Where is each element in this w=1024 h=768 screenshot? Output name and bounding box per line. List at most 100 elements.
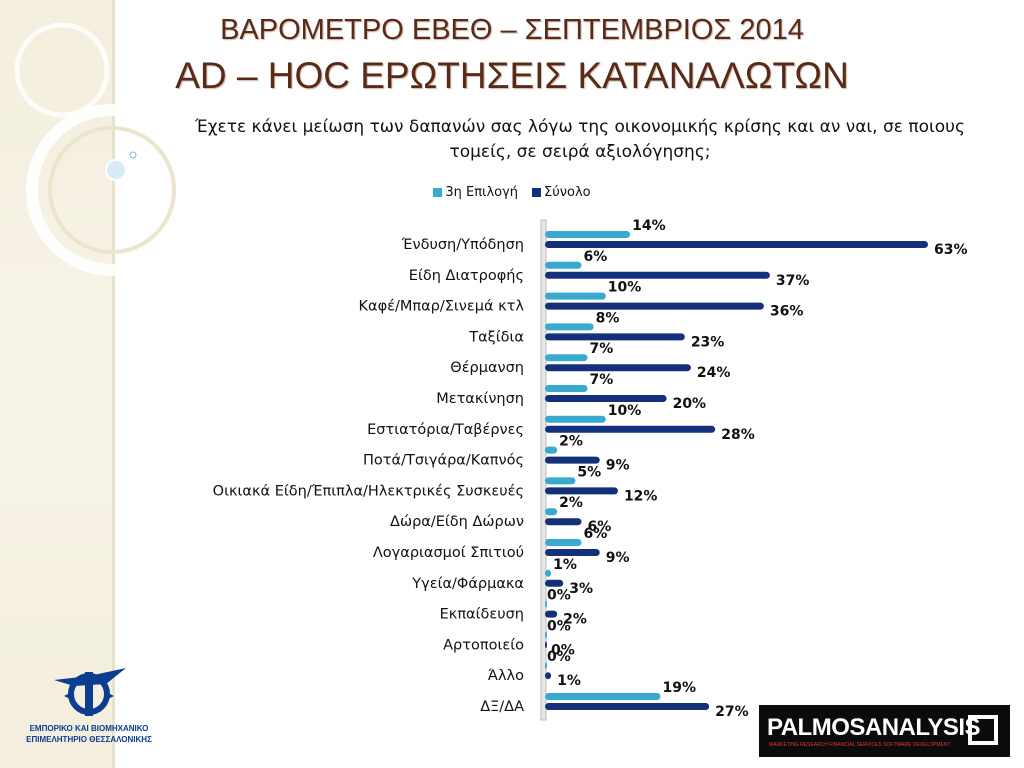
data-label-3rd-choice: 14% [632, 218, 666, 234]
category-label: Εστιατόρια/Ταβέρνες [367, 422, 524, 438]
data-label-total: 20% [673, 396, 707, 412]
category-label: Υγεία/Φάρμακα [411, 576, 524, 592]
chamber-name-line-1: ΕΜΠΟΡΙΚΟ ΚΑΙ ΒΙΟΜΗΧΑΝΙΚΟ [29, 724, 149, 733]
bar-total [545, 518, 582, 526]
legend-item-3rd-choice: 3η Επιλογή [433, 185, 518, 200]
bar-3rd-choice [545, 292, 606, 300]
category-label: Εκπαίδευση [440, 607, 524, 623]
legend-label-total: Σύνολο [544, 185, 591, 200]
data-label-total: 0% [551, 642, 575, 658]
data-label-3rd-choice: 7% [590, 372, 614, 388]
legend-swatch-3rd-choice [433, 188, 443, 197]
bar-total [545, 672, 552, 680]
bar-3rd-choice [545, 446, 558, 454]
bar-3rd-choice [545, 631, 547, 639]
data-label-total: 24% [697, 365, 731, 381]
bar-3rd-choice [545, 231, 631, 238]
chamber-name-line-2: ΕΠΙΜΕΛΗΤΗΡΙΟ ΘΕΣΣΑΛΟΝΙΚΗΣ [26, 735, 152, 744]
bar-total [545, 456, 600, 464]
data-label-3rd-choice: 1% [553, 557, 577, 573]
category-label: Δώρα/Είδη Δώρων [390, 514, 524, 530]
bar-3rd-choice [545, 693, 661, 700]
survey-question: Έχετε κάνει μείωση των δαπανών σας λόγω … [195, 117, 965, 162]
bar-3rd-choice [545, 354, 588, 362]
data-label-3rd-choice: 5% [577, 464, 601, 480]
palmos-square-icon [968, 715, 998, 745]
data-label-total: 37% [776, 273, 810, 289]
palmos-analysis-logo: PALMOSANALYSIS MARKETING RESEARCH FINANC… [759, 705, 1010, 757]
data-label-total: 63% [934, 242, 968, 258]
data-label-3rd-choice: 0% [547, 588, 571, 604]
category-label: Άλλο [488, 668, 524, 684]
bar-3rd-choice [545, 662, 547, 670]
bar-total [545, 395, 667, 402]
bar-total [545, 487, 618, 495]
chart-axis-wall [540, 219, 547, 721]
category-label: Λογαριασμοί Σπιτιού [373, 545, 524, 561]
data-label-3rd-choice: 10% [608, 403, 642, 419]
bar-total [545, 425, 716, 433]
category-label: Καφέ/Μπαρ/Σινεμά κτλ [359, 299, 525, 315]
data-label-total: 2% [563, 612, 587, 628]
category-label: Είδη Διατροφής [409, 268, 524, 284]
bar-total [545, 641, 547, 649]
data-label-total: 1% [557, 673, 581, 689]
data-label-3rd-choice: 0% [547, 618, 571, 634]
chamber-logo: ΕΜΠΟΡΙΚΟ ΚΑΙ ΒΙΟΜΗΧΑΝΙΚΟ ΕΠΙΜΕΛΗΤΗΡΙΟ ΘΕ… [14, 662, 164, 758]
category-label: ΔΞ/ΔΑ [480, 699, 524, 715]
category-label: Αρτοποιείο [443, 637, 524, 653]
bar-total [545, 579, 564, 587]
bar-3rd-choice [545, 261, 582, 269]
data-label-3rd-choice: 6% [583, 249, 607, 265]
data-label-3rd-choice: 2% [559, 434, 583, 450]
decorative-circles [14, 22, 198, 276]
legend-swatch-total [532, 188, 542, 197]
data-label-3rd-choice: 19% [663, 680, 697, 696]
category-label: Ένδυση/Υπόδηση [401, 237, 524, 253]
category-label: Θέρμανση [450, 360, 524, 376]
data-label-3rd-choice: 10% [608, 280, 642, 296]
bar-3rd-choice [545, 539, 582, 546]
title-line-2: AD – HOC ΕΡΩΤΗΣΕΙΣ ΚΑΤΑΝΑΛΩΤΩΝ [175, 55, 849, 96]
bar-3rd-choice [545, 477, 576, 485]
data-label-3rd-choice: 8% [596, 310, 620, 326]
title-line-1: ΒΑΡΟΜΕΤΡΟ ΕΒΕΘ – ΣΕΠΤΕΜΒΡΙΟΣ 2014 [220, 14, 804, 46]
category-label: Ταξίδια [468, 329, 524, 345]
data-label-3rd-choice: 0% [547, 649, 571, 665]
bar-3rd-choice [545, 508, 558, 516]
palmos-brand-text: PALMOSANALYSIS [767, 714, 981, 741]
data-label-total: 36% [770, 304, 804, 320]
band-edge [112, 0, 115, 768]
bar-total [545, 271, 770, 279]
bar-total [545, 302, 764, 310]
data-label-total: 9% [606, 458, 630, 474]
bar-total [545, 549, 600, 556]
data-label-3rd-choice: 7% [590, 341, 614, 357]
bar-total [545, 241, 928, 248]
palmos-tagline: MARKETING RESEARCH FINANCIAL SERVICES SO… [769, 742, 951, 748]
legend-item-total: Σύνολο [532, 185, 591, 200]
bar-3rd-choice [545, 600, 547, 608]
category-label: Ποτά/Τσιγάρα/Καπνός [363, 453, 524, 469]
bar-total [545, 364, 691, 372]
data-label-total: 28% [721, 427, 755, 443]
bar-total [545, 610, 558, 618]
chamber-emblem-icon [54, 668, 126, 716]
data-label-total: 9% [606, 550, 630, 566]
data-label-3rd-choice: 6% [583, 526, 607, 542]
category-label: Οικιακά Είδη/Έπιπλα/Ηλεκτρικές Συσκευές [213, 483, 524, 499]
bar-3rd-choice [545, 323, 594, 331]
data-label-3rd-choice: 2% [559, 495, 583, 511]
data-label-total: 6% [587, 519, 611, 535]
category-label: Μετακίνηση [436, 391, 524, 407]
bar-3rd-choice [545, 415, 606, 423]
data-label-total: 12% [624, 488, 658, 504]
bar-total [545, 333, 685, 341]
bar-3rd-choice [545, 385, 588, 392]
data-label-total: 23% [691, 334, 725, 350]
legend-label-3rd-choice: 3η Επιλογή [445, 185, 519, 200]
bar-3rd-choice [545, 569, 552, 577]
bar-total [545, 703, 710, 710]
chart-legend: 3η Επιλογή Σύνολο [0, 185, 1024, 200]
